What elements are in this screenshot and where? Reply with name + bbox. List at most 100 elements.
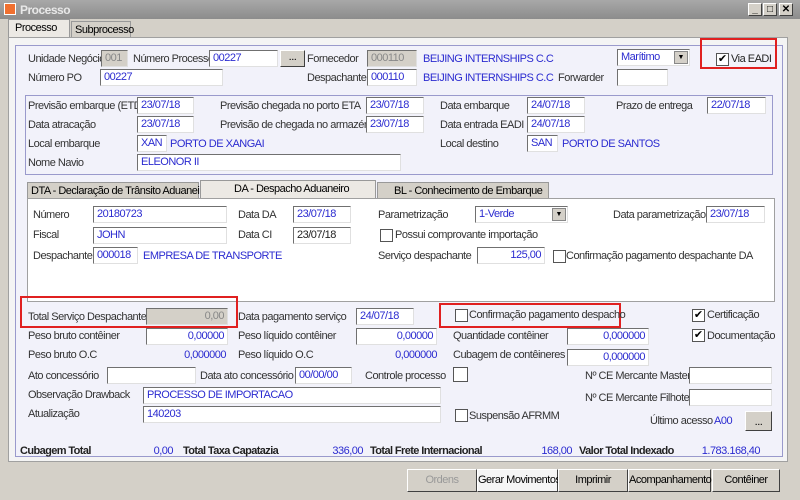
- ce-filhote-label: Nº CE Mercante Filhote: [585, 392, 690, 404]
- highlight-box: [700, 38, 777, 69]
- close-button[interactable]: ✕: [779, 3, 793, 16]
- data-embarque-label: Data embarque: [440, 100, 510, 112]
- da-despachante-field[interactable]: 000018: [93, 247, 138, 264]
- da-despachante-name: EMPRESA DE TRANSPORTE: [143, 250, 282, 262]
- data-ato-label: Data ato concessório: [200, 370, 294, 382]
- despachante-code-field[interactable]: 000110: [367, 69, 417, 86]
- armazem-label: Previsão de chegada no armazém: [220, 119, 373, 131]
- atualizacao-label: Atualização: [28, 408, 80, 420]
- numero-po-field[interactable]: 00227: [100, 69, 223, 86]
- servico-label: Serviço despachante: [378, 250, 472, 262]
- possui-checkbox[interactable]: [380, 229, 393, 242]
- highlight-box: [439, 303, 621, 328]
- da-numero-field[interactable]: 20180723: [93, 206, 227, 223]
- local-embarque-name: PORTO DE XANGAI: [170, 138, 265, 150]
- unidade-field[interactable]: 001: [101, 50, 128, 67]
- tab-bl[interactable]: BL - Conhecimento de Embarque: [377, 182, 549, 199]
- qtd-cont-label: Quantidade contêiner: [453, 330, 549, 342]
- documentacao-checkbox[interactable]: ✔: [692, 329, 705, 342]
- data-ci-field[interactable]: 23/07/18: [293, 227, 351, 244]
- highlight-box: [20, 296, 238, 328]
- data-ci-label: Data CI: [238, 229, 272, 241]
- tab-subprocesso[interactable]: Subprocesso: [71, 21, 134, 38]
- tab-dta[interactable]: DTA - Declaração de Trânsito Aduaneiro: [27, 182, 209, 199]
- gerar-movimentos-button[interactable]: Gerar Movimentos: [477, 469, 561, 492]
- data-da-label: Data DA: [238, 209, 277, 221]
- navio-label: Nome Navio: [28, 157, 84, 169]
- data-pag-field[interactable]: 24/07/18: [356, 308, 414, 325]
- prazo-field[interactable]: 22/07/18: [707, 97, 766, 114]
- peso-liq-cont-label: Peso líquido contêiner: [238, 330, 336, 342]
- entrada-eadi-label: Data entrada EADI: [440, 119, 524, 131]
- modal-select[interactable]: Marítimo ▼: [617, 49, 690, 66]
- data-param-label: Data parametrização: [613, 209, 706, 221]
- ce-master-field[interactable]: [689, 367, 772, 384]
- more-button[interactable]: ...: [745, 411, 772, 431]
- prazo-label: Prazo de entrega: [616, 100, 693, 112]
- certificacao-checkbox[interactable]: ✔: [692, 309, 705, 322]
- data-param-field[interactable]: 23/07/18: [706, 206, 765, 223]
- tab-processo[interactable]: Processo: [8, 19, 70, 38]
- cubagem-total-value: 0,00: [153, 445, 174, 457]
- conteiner-button[interactable]: Contêiner: [712, 469, 780, 492]
- etd-field[interactable]: 23/07/18: [137, 97, 194, 114]
- atracacao-field[interactable]: 23/07/18: [137, 116, 194, 133]
- servico-field[interactable]: 125,00: [477, 247, 545, 264]
- fornecedor-code-field[interactable]: 000110: [367, 50, 417, 67]
- ultimo-acesso-value: A00: [714, 415, 733, 427]
- possui-label: Possui comprovante importação: [395, 229, 538, 241]
- documentacao-label: Documentação: [707, 330, 776, 342]
- ordens-button[interactable]: Ordens: [407, 469, 477, 492]
- despachante-name: BEIJING INTERNSHIPS C.C: [423, 72, 554, 84]
- qtd-cont-field[interactable]: 0,000000: [567, 328, 649, 345]
- window-title: Processo: [20, 3, 71, 17]
- chevron-down-icon: ▼: [674, 51, 688, 64]
- cubagem-cont-field[interactable]: 0,000000: [567, 349, 649, 366]
- certificacao-label: Certificação: [707, 309, 760, 321]
- total-servico-label: Total Serviço Despachante: [28, 311, 147, 323]
- maximize-button[interactable]: □: [763, 3, 777, 16]
- ato-field[interactable]: [107, 367, 196, 384]
- armazem-field[interactable]: 23/07/18: [366, 116, 424, 133]
- forwarder-field[interactable]: [617, 69, 668, 86]
- capatazia-value: 336,00: [332, 445, 363, 457]
- local-embarque-code-field[interactable]: XAN: [137, 135, 167, 152]
- afrmm-label: Suspensão AFRMM: [469, 410, 560, 422]
- minimize-button[interactable]: _: [748, 3, 762, 16]
- local-destino-code-field[interactable]: SAN: [527, 135, 558, 152]
- afrmm-checkbox[interactable]: [455, 409, 468, 422]
- param-select[interactable]: 1-Verde ▼: [475, 206, 568, 223]
- tab-da[interactable]: DA - Despacho Aduaneiro: [200, 180, 376, 199]
- conf-pag-checkbox[interactable]: [455, 309, 468, 322]
- chevron-down-icon: ▼: [552, 208, 566, 221]
- numero-processo-field[interactable]: 00227: [209, 50, 278, 67]
- peso-liq-cont-field[interactable]: 0,00000: [356, 328, 437, 345]
- imprimir-button[interactable]: Imprimir: [558, 469, 628, 492]
- lookup-processo-button[interactable]: ...: [280, 50, 305, 67]
- conf-da-checkbox[interactable]: [553, 250, 566, 263]
- data-ato-field[interactable]: 00/00/00: [295, 367, 352, 384]
- peso-liq-oc-label: Peso líquido O.C: [238, 349, 314, 361]
- peso-bruto-cont-field[interactable]: 0,00000: [146, 328, 228, 345]
- total-servico-field[interactable]: 0,00: [146, 308, 228, 325]
- controle-checkbox[interactable]: [453, 367, 468, 382]
- fiscal-field[interactable]: JOHN: [93, 227, 227, 244]
- navio-field[interactable]: ELEONOR II: [137, 154, 401, 171]
- obs-field[interactable]: PROCESSO DE IMPORTACAO: [143, 387, 441, 404]
- via-eadi-checkbox[interactable]: ✔: [716, 53, 729, 66]
- entrada-eadi-field[interactable]: 24/07/18: [527, 116, 585, 133]
- conf-pag-label: Confirmação pagamento despacho: [469, 309, 626, 321]
- atualizacao-field[interactable]: 140203: [143, 406, 441, 423]
- eta-label: Previsão chegada no porto ETA: [220, 100, 361, 112]
- data-pag-label: Data pagamento serviço: [238, 311, 347, 323]
- local-embarque-label: Local embarque: [28, 138, 100, 150]
- title-bar: Processo _ □ ✕: [0, 0, 800, 19]
- eta-field[interactable]: 23/07/18: [366, 97, 424, 114]
- ce-filhote-field[interactable]: [689, 389, 772, 406]
- cubagem-total-label: Cubagem Total: [20, 445, 91, 457]
- data-embarque-field[interactable]: 24/07/18: [527, 97, 585, 114]
- indexado-value: 1.783.168,40: [701, 445, 761, 457]
- data-da-field[interactable]: 23/07/18: [293, 206, 351, 223]
- acompanhamento-button[interactable]: Acompanhamento: [628, 469, 712, 492]
- ultimo-acesso-label: Último acesso: [650, 415, 713, 427]
